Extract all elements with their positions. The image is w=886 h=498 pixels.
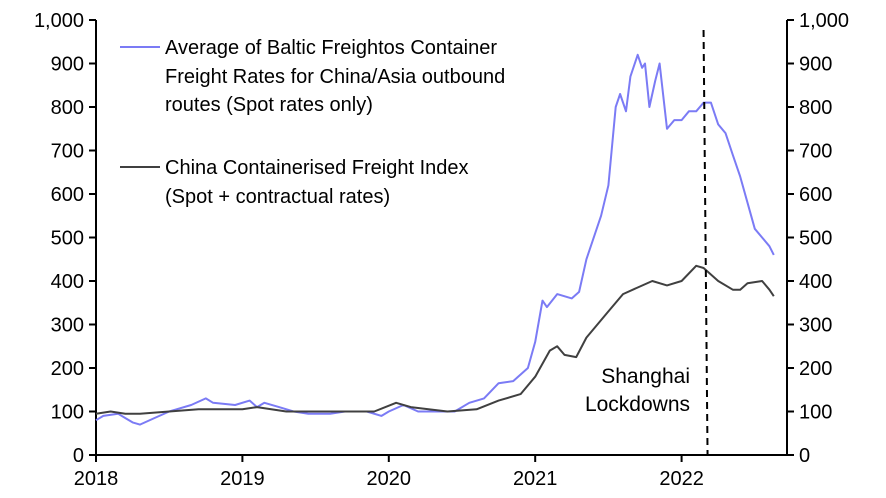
legend-ccfi-line-2: (Spot + contractual rates)	[165, 186, 390, 208]
y-tick-label-right: 600	[799, 184, 832, 206]
y-tick-label-right: 0	[799, 445, 810, 467]
x-tick-label: 2022	[659, 468, 704, 490]
y-tick-label-left: 100	[51, 402, 84, 424]
y-tick-label-right: 500	[799, 228, 832, 250]
y-tick-label-right: 700	[799, 141, 832, 163]
x-tick-label: 2018	[74, 468, 119, 490]
y-tick-label-right: 1,000	[799, 10, 849, 32]
y-tick-label-right: 100	[799, 402, 832, 424]
y-tick-label-left: 900	[51, 54, 84, 76]
legend-ccfi-line-1: China Containerised Freight Index	[165, 157, 469, 179]
annotation-line-1: Shanghai	[601, 365, 690, 388]
y-tick-label-right: 200	[799, 358, 832, 380]
legend-baltic-line-1: Average of Baltic Freightos Container	[165, 37, 497, 59]
y-tick-label-left: 500	[51, 228, 84, 250]
y-tick-label-left: 800	[51, 97, 84, 119]
y-tick-label-right: 400	[799, 271, 832, 293]
y-tick-label-right: 300	[799, 315, 832, 337]
y-tick-label-left: 400	[51, 271, 84, 293]
series-lines	[95, 53, 775, 426]
y-tick-label-left: 200	[51, 358, 84, 380]
y-tick-label-right: 900	[799, 54, 832, 76]
y-tick-label-left: 0	[73, 445, 84, 467]
x-tick-label: 2019	[220, 468, 265, 490]
series-line-baltic-freightos	[95, 53, 775, 426]
shanghai-lockdown-marker	[702, 29, 709, 456]
legend-baltic-line-3: routes (Spot rates only)	[165, 94, 373, 116]
series-line-ccfi	[95, 264, 775, 415]
y-tick-label-right: 800	[799, 97, 832, 119]
y-tick-label-left: 600	[51, 184, 84, 206]
y-tick-label-left: 700	[51, 141, 84, 163]
x-tick-label: 2021	[513, 468, 558, 490]
legend: Average of Baltic Freightos Container Fr…	[120, 37, 505, 208]
annotation-line-2: Lockdowns	[585, 393, 690, 416]
ticks: 0 0 100 100 200 200 300 300 400 400 500 500 600 600 70…	[34, 10, 849, 490]
y-tick-label-left: 1,000	[34, 10, 84, 32]
legend-baltic-line-2: Freight Rates for China/Asia outbound	[165, 66, 505, 88]
x-tick-label: 2020	[367, 468, 412, 490]
y-tick-label-left: 300	[51, 315, 84, 337]
